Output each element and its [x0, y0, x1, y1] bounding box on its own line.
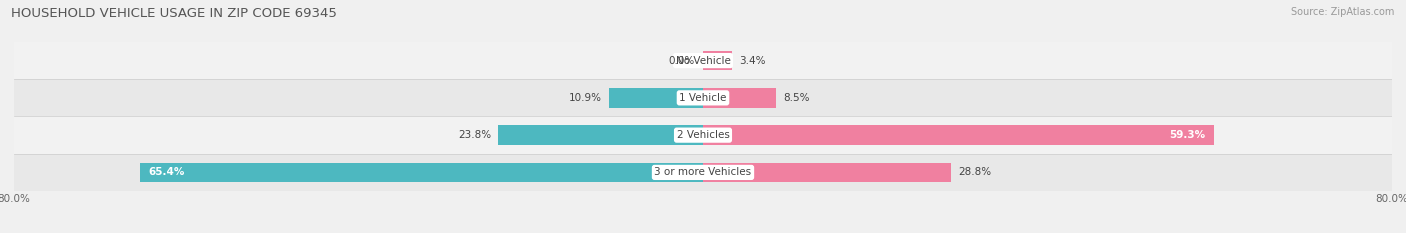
Text: 3 or more Vehicles: 3 or more Vehicles — [654, 168, 752, 177]
Bar — [14, 154, 1392, 191]
Text: 59.3%: 59.3% — [1168, 130, 1205, 140]
Text: 1 Vehicle: 1 Vehicle — [679, 93, 727, 103]
Bar — [139, 163, 703, 182]
Text: 0.0%: 0.0% — [668, 56, 695, 65]
Bar — [703, 125, 1213, 145]
Bar — [609, 88, 703, 108]
Text: 2 Vehicles: 2 Vehicles — [676, 130, 730, 140]
Bar — [703, 51, 733, 70]
Text: 28.8%: 28.8% — [957, 168, 991, 177]
Text: 10.9%: 10.9% — [569, 93, 602, 103]
Text: 8.5%: 8.5% — [783, 93, 810, 103]
Text: No Vehicle: No Vehicle — [675, 56, 731, 65]
Text: 23.8%: 23.8% — [458, 130, 491, 140]
Text: Source: ZipAtlas.com: Source: ZipAtlas.com — [1291, 7, 1395, 17]
Bar — [14, 42, 1392, 79]
Text: HOUSEHOLD VEHICLE USAGE IN ZIP CODE 69345: HOUSEHOLD VEHICLE USAGE IN ZIP CODE 6934… — [11, 7, 337, 20]
Bar — [14, 116, 1392, 154]
Bar — [703, 163, 950, 182]
Bar — [498, 125, 703, 145]
Bar — [703, 88, 776, 108]
Bar — [14, 79, 1392, 116]
Text: 3.4%: 3.4% — [740, 56, 766, 65]
Text: 65.4%: 65.4% — [149, 168, 184, 177]
